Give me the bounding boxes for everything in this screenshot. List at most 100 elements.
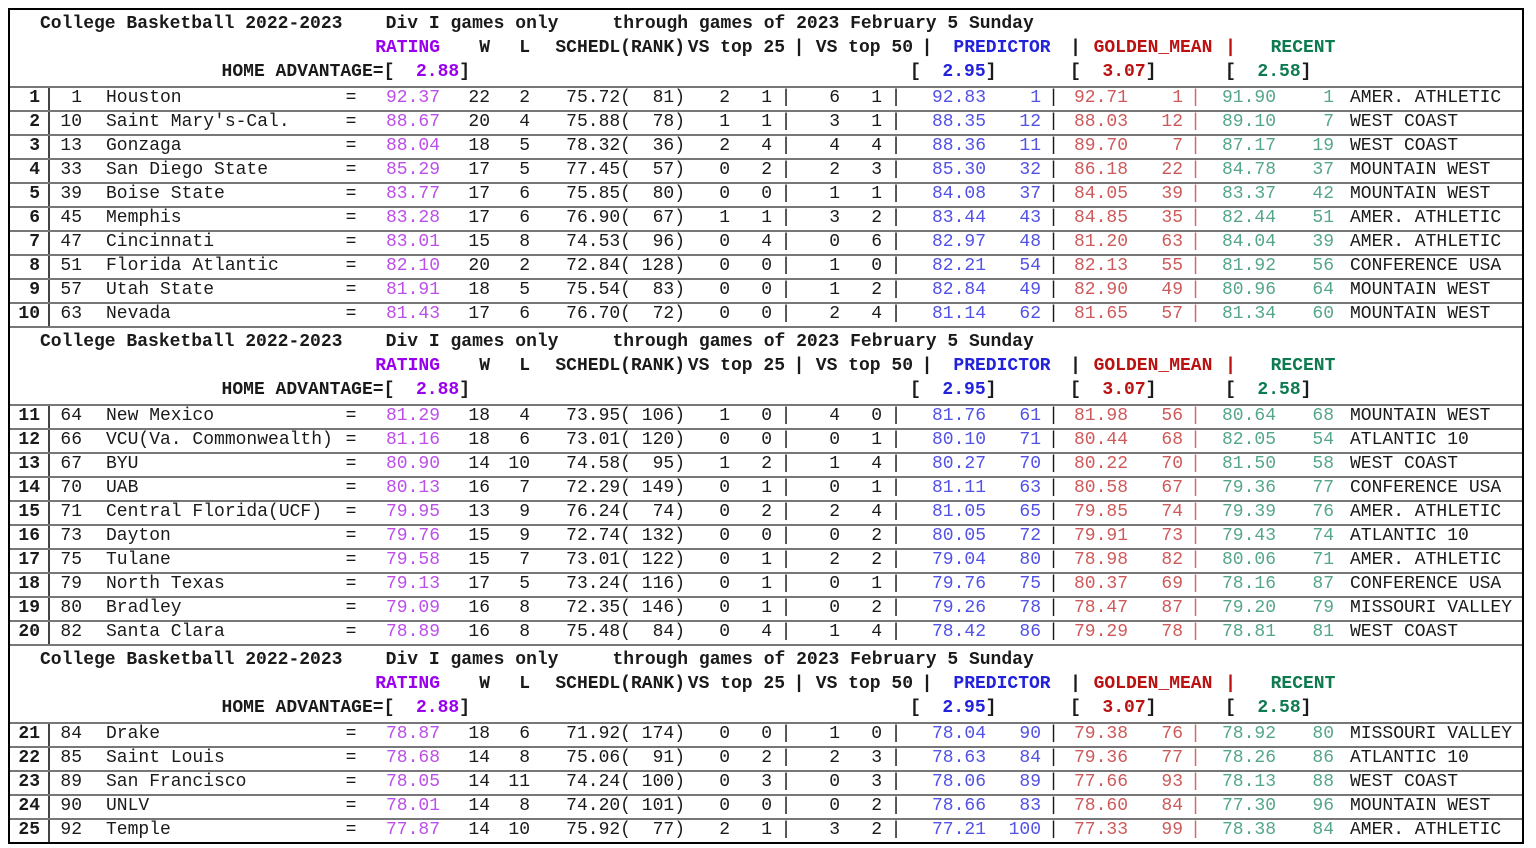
vs-top25-wins: 0 [719,526,730,546]
title-line: College Basketball 2022-2023 Div I games… [10,12,1522,36]
row-number: 8 [10,256,50,278]
team-row: 21 84 Drake = 78.87 18 6 71.92( 174) 0 0 | 1 0 | 78.04… [10,722,1522,746]
conference-name: WEST COAST [1350,622,1459,642]
pipe-separator: | [1048,304,1059,324]
pipe-separator: | [1048,136,1059,156]
vs-top50-wins: 1 [829,280,840,300]
team-rank: 90 [60,796,82,816]
conference-name: CONFERENCE USA [1350,574,1502,594]
vs-top50-losses: 1 [871,478,882,498]
losses: 5 [519,136,530,156]
wins: 18 [468,136,490,156]
team-name: Memphis [106,208,182,228]
vs-top50-losses: 2 [871,796,882,816]
team-name: UAB [106,478,139,498]
conference-name: MOUNTAIN WEST [1350,280,1491,300]
pipe-separator: | [1048,430,1059,450]
pipe-separator: | [890,160,902,180]
team-row: 6 45 Memphis = 83.28 17 6 76.90( 67) 1 1 | 3 2 | 83.44… [10,206,1522,230]
pipe-separator: | [780,136,792,156]
losses: 8 [519,598,530,618]
golden-mean-value: 79.85 [1073,502,1128,522]
team-rank: 75 [60,550,82,570]
pipe-separator: | [890,772,902,792]
vs-top50-wins: 0 [829,796,840,816]
pipe-separator: | [1225,38,1236,58]
predictor-value: 79.04 [931,550,986,570]
predictor-rank: 12 [1019,112,1041,132]
pipe-separator: | [890,724,902,744]
vs-top50-wins: 2 [829,160,840,180]
vs-top25-wins: 0 [719,622,730,642]
wins: 17 [468,160,490,180]
home-advantage-predictor-group: [ 2.95] [910,380,997,400]
vs-top50-losses: 2 [871,598,882,618]
pipe-separator: | [1190,256,1201,276]
row-number: 4 [10,160,50,182]
rating-value: 83.77 [385,184,440,204]
pipe-separator: | [1048,280,1059,300]
schedule-value: 75.06( 91) [566,748,685,768]
vs-top50-wins: 2 [829,550,840,570]
vs-top25-wins: 0 [719,550,730,570]
pipe-separator: | [1225,356,1236,376]
vs-top25-losses: 0 [761,526,772,546]
vs-top25-losses: 1 [761,208,772,228]
team-row: 16 73 Dayton = 79.76 15 9 72.74( 132) 0 0 | 0 2 | 80.0… [10,524,1522,548]
equals-sign: = [345,280,357,300]
recent-value: 79.43 [1221,526,1276,546]
team-rank: 57 [60,280,82,300]
team-row: 14 70 UAB = 80.13 16 7 72.29( 149) 0 1 | 0 1 | 81.11 63… [10,476,1522,500]
pipe-separator: | [780,796,792,816]
vs-top25-wins: 0 [719,796,730,816]
losses: 9 [519,526,530,546]
pipe-separator: | [780,304,792,324]
vs-top50-losses: 2 [871,820,882,840]
predictor-value: 82.84 [931,280,986,300]
team-name: San Francisco [106,772,247,792]
rating-value: 88.04 [385,136,440,156]
schedule-value: 74.24( 100) [566,772,685,792]
pipe-separator: | [780,772,792,792]
vs-top25-wins: 0 [719,574,730,594]
home-advantage-predictor: 2.95 [920,62,986,82]
wins: 15 [468,526,490,546]
predictor-rank: 80 [1019,550,1041,570]
golden-mean-value: 82.13 [1073,256,1128,276]
vs-top25-wins: 0 [719,256,730,276]
team-rank: 10 [60,112,82,132]
predictor-rank: 72 [1019,526,1041,546]
schedule-value: 73.01( 122) [566,550,685,570]
recent-rank: 51 [1312,208,1334,228]
vs-top50-wins: 3 [829,208,840,228]
vs-top50-wins: 1 [829,724,840,744]
pipe-separator: | [1048,748,1059,768]
vs-top25-wins: 1 [719,406,730,426]
pipe-separator: | [1048,772,1059,792]
rating-value: 80.13 [385,478,440,498]
schedule-value: 72.84( 128) [566,256,685,276]
rating-value: 85.29 [385,160,440,180]
golden-mean-value: 80.44 [1073,430,1128,450]
wins: 14 [468,748,490,768]
schedule-value: 75.85( 80) [566,184,685,204]
rating-value: 78.68 [385,748,440,768]
wins: 22 [468,88,490,108]
recent-value: 81.92 [1221,256,1276,276]
pipe-separator: | [793,356,805,376]
vs-top50-losses: 0 [871,256,882,276]
losses: 10 [508,454,530,474]
home-advantage-label: HOME ADVANTAGE=[ [221,62,395,82]
recent-rank: 19 [1312,136,1334,156]
recent-value: 91.90 [1221,88,1276,108]
golden-mean-value: 81.65 [1073,304,1128,324]
team-row: 25 92 Temple = 77.87 14 10 75.92( 77) 2 1 | 3 2 | 77.2… [10,818,1522,842]
losses: 11 [508,772,530,792]
rating-value: 78.05 [385,772,440,792]
pipe-separator: | [1190,820,1201,840]
pipe-separator: | [1190,280,1201,300]
golden-mean-rank: 1 [1172,88,1183,108]
rating-value: 78.01 [385,796,440,816]
golden-mean-value: 88.03 [1073,112,1128,132]
losses: 5 [519,280,530,300]
